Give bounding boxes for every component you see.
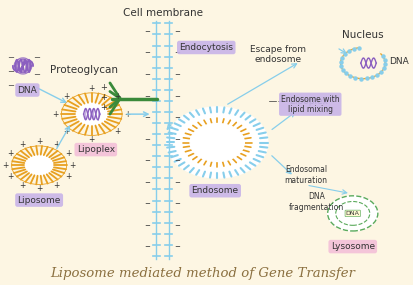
Circle shape: [190, 123, 244, 162]
Text: −: −: [175, 29, 180, 35]
Text: +: +: [2, 161, 9, 170]
Text: +: +: [53, 181, 59, 190]
Text: +: +: [65, 149, 71, 158]
Text: −: −: [175, 245, 180, 251]
Circle shape: [183, 118, 252, 167]
Text: DNA: DNA: [346, 211, 360, 216]
Text: Lipoplex: Lipoplex: [77, 145, 115, 154]
Text: Nucleus: Nucleus: [342, 30, 384, 40]
Text: −: −: [145, 158, 150, 164]
Text: DNA: DNA: [389, 57, 409, 66]
Text: −: −: [7, 53, 14, 62]
Text: Liposome: Liposome: [17, 196, 61, 205]
Text: −: −: [175, 93, 180, 99]
Text: +: +: [100, 93, 107, 102]
Text: +: +: [100, 83, 107, 92]
Text: DNA: DNA: [17, 86, 37, 95]
Text: +: +: [114, 92, 121, 101]
Text: −: −: [7, 81, 14, 90]
Text: Lysosome: Lysosome: [331, 242, 375, 251]
Text: +: +: [88, 84, 95, 93]
Text: Liposome mediated method of Gene Transfer: Liposome mediated method of Gene Transfe…: [50, 267, 356, 280]
Text: −: −: [175, 223, 180, 229]
Text: +: +: [114, 127, 121, 137]
Text: −: −: [7, 67, 14, 76]
Text: — Lipoplex: — Lipoplex: [278, 97, 328, 106]
Text: −: −: [145, 50, 150, 56]
Text: −: −: [175, 115, 180, 121]
Text: −: −: [145, 29, 150, 35]
Text: +: +: [19, 181, 26, 190]
Text: −: −: [33, 70, 40, 79]
Text: +: +: [88, 135, 95, 144]
Text: −: −: [145, 223, 150, 229]
Text: +: +: [19, 140, 26, 149]
Circle shape: [166, 107, 268, 178]
Text: −: −: [145, 115, 150, 121]
Text: −: −: [175, 50, 180, 56]
Text: +: +: [125, 110, 131, 119]
Text: −: −: [145, 201, 150, 207]
Text: Endosome with
lipid mixing: Endosome with lipid mixing: [281, 95, 339, 114]
Text: +: +: [65, 172, 71, 182]
Text: −: −: [175, 137, 180, 143]
Text: +: +: [63, 127, 69, 137]
Text: −: −: [175, 158, 180, 164]
Text: +: +: [63, 92, 69, 101]
Text: −: −: [175, 72, 180, 78]
Text: DNA
fragmentation: DNA fragmentation: [289, 192, 344, 212]
Text: +: +: [7, 172, 13, 182]
Text: +: +: [36, 137, 42, 146]
Text: −: −: [175, 201, 180, 207]
Text: +: +: [52, 110, 59, 119]
Circle shape: [75, 102, 109, 126]
Text: Cell membrane: Cell membrane: [123, 9, 202, 19]
Text: −: −: [33, 53, 40, 62]
Text: −: −: [145, 180, 150, 186]
Text: Endocytosis: Endocytosis: [179, 43, 233, 52]
Text: Endosomal
maturation: Endosomal maturation: [285, 165, 328, 185]
Text: +: +: [7, 149, 13, 158]
Text: Proteoglycan: Proteoglycan: [50, 65, 118, 75]
Text: −: −: [145, 72, 150, 78]
Circle shape: [328, 196, 378, 231]
Text: −: −: [145, 137, 150, 143]
Text: Escape from
endosome: Escape from endosome: [250, 45, 306, 64]
Text: +: +: [36, 184, 42, 193]
Text: −: −: [175, 180, 180, 186]
Text: +: +: [69, 161, 76, 170]
Circle shape: [24, 154, 54, 176]
Text: +: +: [100, 103, 107, 111]
Text: +: +: [53, 140, 59, 149]
Text: −: −: [145, 93, 150, 99]
Text: Endosome: Endosome: [192, 186, 239, 195]
Text: −: −: [145, 245, 150, 251]
